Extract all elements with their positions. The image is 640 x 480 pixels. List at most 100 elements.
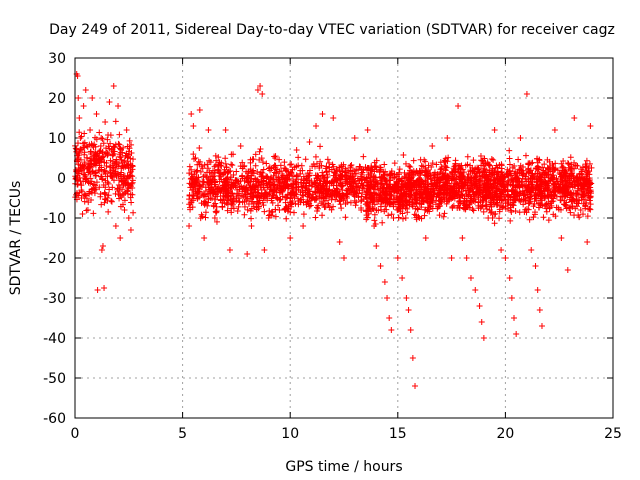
- data-point: [491, 220, 498, 227]
- data-point: [567, 165, 574, 172]
- data-point: [380, 185, 387, 192]
- data-point: [189, 197, 196, 204]
- data-point: [190, 123, 197, 129]
- data-point: [424, 192, 431, 199]
- data-point: [77, 178, 84, 185]
- data-point: [471, 181, 478, 188]
- data-point: [222, 182, 229, 189]
- data-point: [563, 170, 570, 177]
- data-point: [257, 179, 264, 186]
- data-point: [428, 163, 435, 170]
- data-point: [233, 195, 240, 201]
- data-point: [507, 201, 514, 208]
- data-point: [284, 194, 291, 201]
- data-point: [351, 192, 358, 199]
- data-point: [508, 295, 515, 301]
- data-point: [282, 199, 289, 206]
- data-point: [543, 171, 550, 178]
- data-point: [448, 255, 455, 261]
- data-point: [328, 179, 335, 186]
- data-point: [280, 172, 287, 179]
- data-point: [488, 185, 495, 192]
- data-point: [363, 200, 370, 207]
- data-point: [95, 167, 102, 173]
- data-point: [459, 235, 466, 241]
- data-point: [351, 177, 358, 184]
- data-point: [587, 123, 594, 129]
- data-point: [320, 195, 327, 202]
- data-point: [378, 180, 385, 187]
- data-point: [469, 206, 476, 213]
- data-point: [87, 127, 94, 133]
- data-point: [275, 173, 282, 180]
- data-point: [273, 166, 280, 173]
- data-point: [418, 201, 425, 208]
- data-point: [239, 165, 246, 172]
- data-point: [587, 201, 594, 208]
- data-point: [243, 175, 250, 182]
- data-point: [288, 161, 295, 168]
- data-point: [317, 143, 324, 150]
- data-point: [549, 168, 556, 175]
- data-point: [300, 223, 307, 229]
- data-point: [506, 275, 513, 281]
- data-point: [575, 177, 582, 184]
- data-point: [291, 209, 298, 216]
- data-point: [321, 174, 328, 181]
- data-point: [302, 189, 309, 196]
- data-point: [371, 168, 378, 175]
- data-point: [89, 142, 96, 149]
- data-point: [416, 215, 423, 221]
- data-point: [243, 197, 250, 204]
- data-point: [289, 166, 296, 173]
- data-point: [104, 195, 111, 201]
- data-point: [544, 187, 551, 194]
- data-point: [438, 163, 445, 170]
- data-point: [561, 201, 568, 208]
- data-point: [529, 159, 536, 166]
- data-point: [121, 207, 128, 213]
- data-point: [490, 157, 497, 164]
- data-point: [568, 181, 575, 188]
- data-point: [487, 209, 494, 216]
- data-point: [445, 197, 452, 204]
- data-point: [558, 235, 565, 241]
- data-point: [314, 172, 321, 179]
- data-point: [578, 181, 585, 188]
- data-point: [210, 173, 217, 180]
- data-point: [381, 279, 388, 285]
- y-tick-label: -10: [43, 211, 66, 227]
- data-point: [545, 217, 552, 224]
- data-point: [539, 164, 546, 171]
- data-point: [399, 275, 406, 281]
- data-point: [311, 179, 318, 186]
- data-point: [254, 176, 261, 183]
- data-point: [312, 189, 319, 196]
- data-point: [569, 170, 576, 177]
- data-point: [461, 169, 468, 176]
- data-point: [255, 201, 262, 208]
- data-point: [319, 212, 326, 219]
- data-point: [337, 201, 344, 208]
- y-tick-label: 10: [48, 131, 66, 147]
- data-point: [532, 209, 539, 216]
- data-point: [302, 156, 309, 163]
- data-point: [587, 206, 594, 213]
- data-point: [98, 164, 105, 171]
- data-point: [394, 206, 401, 213]
- data-point: [504, 200, 511, 207]
- data-point: [394, 196, 401, 203]
- data-point: [343, 172, 350, 179]
- data-point: [562, 173, 569, 180]
- data-point: [229, 162, 236, 169]
- data-point: [483, 179, 490, 186]
- data-point: [300, 199, 307, 206]
- data-point: [119, 201, 126, 208]
- data-point: [98, 201, 105, 208]
- data-point: [502, 255, 509, 261]
- data-point: [442, 155, 449, 162]
- data-point: [260, 202, 267, 209]
- data-point: [520, 201, 527, 208]
- data-point: [91, 170, 98, 177]
